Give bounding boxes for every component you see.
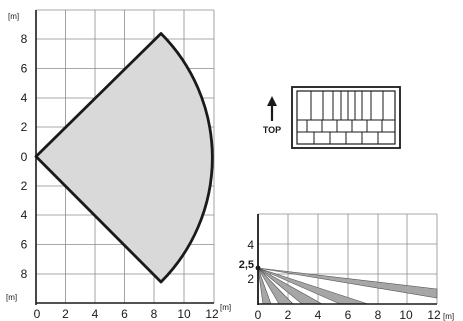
top-y-tick: 6 — [21, 238, 28, 252]
top-x-tick: 4 — [92, 307, 99, 321]
top-y-tick: 2 — [21, 120, 28, 134]
top-x-tick: 12 — [205, 307, 219, 321]
top-y-tick: 8 — [21, 32, 28, 46]
side-view-unit-x: [m] — [443, 312, 454, 321]
side-x-tick: 8 — [375, 308, 382, 321]
top-view-unit-top: [m] — [8, 12, 19, 21]
top-y-tick: 8 — [21, 267, 28, 281]
side-view-y-ticks: 4 2,5 2 — [239, 238, 255, 286]
side-x-tick: 2 — [285, 308, 292, 321]
top-y-tick: 2 — [21, 179, 28, 193]
side-y-tick: 4 — [247, 238, 254, 252]
side-y-tick: 2 — [247, 272, 254, 286]
side-x-tick: 4 — [315, 308, 322, 321]
side-x-tick: 12 — [427, 308, 441, 321]
top-x-tick: 0 — [34, 307, 41, 321]
side-view-mount-point — [255, 265, 261, 271]
side-x-tick: 6 — [345, 308, 352, 321]
top-y-tick: 6 — [21, 62, 28, 76]
side-view-detection-beams — [257, 267, 438, 305]
top-x-tick: 2 — [62, 307, 69, 321]
top-y-tick: 4 — [21, 208, 28, 222]
side-x-tick: 0 — [255, 308, 262, 321]
side-view-x-ticks: 0 2 4 6 8 10 12 — [255, 308, 441, 321]
top-view-unit-bottom: [m] — [6, 293, 17, 302]
top-x-tick: 10 — [177, 307, 191, 321]
top-y-tick: 0 — [21, 150, 28, 164]
side-view-beam — [257, 267, 438, 299]
side-x-tick: 10 — [399, 308, 413, 321]
top-y-tick: 4 — [21, 91, 28, 105]
top-x-tick: 8 — [151, 307, 158, 321]
top-view-x-ticks: 0 2 4 6 8 10 12 — [34, 307, 219, 321]
side-view-plot — [255, 213, 438, 305]
top-view-plot — [34, 9, 215, 305]
top-view-y-ticks: 8 6 4 2 0 2 4 6 8 — [21, 32, 28, 281]
top-arrow-icon — [267, 96, 277, 121]
top-x-tick: 6 — [121, 307, 128, 321]
fresnel-lens-icon — [291, 86, 401, 149]
top-view-unit-x: [m] — [220, 303, 231, 312]
top-arrow-label: TOP — [263, 125, 281, 135]
side-y-tick-mount-height: 2,5 — [239, 259, 254, 271]
top-view-detection-area — [34, 32, 214, 284]
